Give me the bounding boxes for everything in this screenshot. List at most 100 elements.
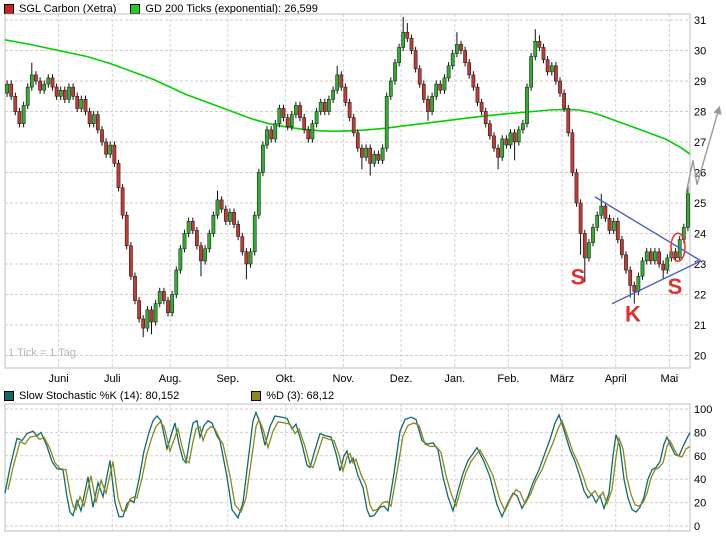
gd200-series-label: GD 200 Ticks (exponential): 26,599 — [145, 3, 318, 15]
candle-body — [446, 65, 451, 79]
x-axis-month-label: Okt. — [276, 373, 296, 385]
price-chart-legend: SGL Carbon (Xetra) GD 200 Ticks (exponen… — [0, 3, 318, 15]
candle-body — [100, 129, 104, 143]
tick-scale-note: 1 Tick = 1 Tag — [8, 347, 76, 359]
candle-body — [228, 211, 232, 222]
sgl-carbon-series-label: SGL Carbon (Xetra) — [19, 3, 117, 15]
price-axis-label: 25 — [694, 198, 706, 210]
breakout-ellipse — [670, 232, 686, 262]
candle-body — [5, 83, 9, 94]
candle-body — [322, 102, 327, 112]
candle-body — [252, 214, 257, 253]
stochastic-d-line — [7, 417, 691, 514]
candle-body — [372, 153, 377, 164]
gd200-line — [4, 39, 691, 155]
candle-body — [166, 300, 170, 314]
candle-body — [512, 132, 517, 143]
shoulder-head-letter: K — [625, 301, 641, 326]
candle-body — [302, 117, 307, 131]
candle-body — [58, 89, 63, 97]
candle-body — [298, 105, 302, 118]
candle-body — [182, 233, 187, 250]
candle-body — [413, 50, 418, 70]
candle-body — [578, 202, 583, 234]
candle-body — [475, 86, 480, 103]
candle-body — [401, 31, 406, 48]
candle-body — [384, 96, 389, 149]
candle-body — [273, 123, 278, 140]
candle-body — [190, 221, 195, 231]
candle-body — [442, 77, 447, 91]
candle-body — [533, 41, 538, 57]
candle-body — [587, 242, 591, 259]
candle-body — [153, 303, 158, 323]
price-axis-label: 23 — [694, 259, 706, 271]
candle-body — [137, 300, 141, 320]
candle-body — [34, 74, 38, 82]
candle-body — [603, 205, 608, 219]
candle-body — [83, 99, 88, 112]
candle-body — [108, 144, 113, 155]
candle-body — [430, 96, 434, 112]
candle-body — [471, 74, 476, 88]
x-axis-month-label: Dez. — [390, 373, 413, 385]
candle-body — [339, 74, 344, 88]
candle-body — [405, 31, 410, 39]
candle-body — [195, 230, 199, 246]
candle-body — [450, 53, 455, 67]
candle-body — [25, 86, 30, 106]
price-axis-label: 27 — [694, 137, 706, 149]
candle-body — [595, 214, 600, 228]
candle-body — [554, 65, 558, 82]
candle-body — [665, 257, 670, 271]
candle-body — [145, 309, 150, 329]
candle-body — [397, 47, 401, 63]
candle-body — [686, 193, 690, 228]
candle-body — [673, 251, 678, 259]
x-axis-month-label: März — [550, 373, 574, 385]
stochastic-panel-border — [4, 403, 691, 532]
price-panel-border — [4, 13, 691, 369]
x-axis-month-label: Nov. — [332, 373, 354, 385]
candle-body — [256, 172, 261, 216]
price-axis-label: 31 — [694, 15, 706, 27]
candle-body — [141, 318, 146, 329]
candle-body — [488, 123, 492, 137]
candle-body — [335, 74, 340, 91]
stochastic-d-marker — [251, 391, 262, 401]
candle-body — [95, 114, 100, 131]
candle-body — [248, 251, 253, 265]
x-axis-month-label: Juni — [49, 373, 69, 385]
candle-body — [318, 102, 323, 112]
candle-body — [376, 153, 381, 161]
stochastic-k-label: Slow Stochastic %K (14): 80,152 — [19, 390, 180, 402]
candle-body — [364, 147, 368, 158]
stochastic-axis-label: 20 — [694, 498, 706, 510]
candle-body — [525, 86, 529, 124]
candle-body — [653, 251, 657, 262]
candle-body — [104, 141, 108, 155]
candle-body — [657, 251, 661, 265]
x-axis-month-label: Sep. — [216, 373, 239, 385]
candle-body — [611, 221, 616, 231]
candle-body — [632, 285, 637, 292]
candle-body — [620, 239, 624, 256]
candle-body — [591, 227, 595, 243]
candle-body — [582, 233, 587, 259]
candle-body — [360, 147, 364, 158]
candle-body — [574, 172, 579, 204]
candle-body — [112, 144, 117, 164]
candle-body — [644, 251, 649, 262]
candle-body — [289, 114, 294, 128]
candle-body — [54, 86, 59, 97]
projection-arrow — [685, 105, 722, 194]
candle-body — [17, 111, 22, 124]
candle-body — [13, 96, 18, 112]
candle-body — [529, 56, 533, 88]
candle-body — [91, 114, 96, 124]
candle-body — [393, 62, 397, 82]
candle-body — [549, 65, 554, 73]
stochastic-axis-label: 80 — [694, 427, 706, 439]
stochastic-axis-label: 0 — [694, 521, 700, 533]
